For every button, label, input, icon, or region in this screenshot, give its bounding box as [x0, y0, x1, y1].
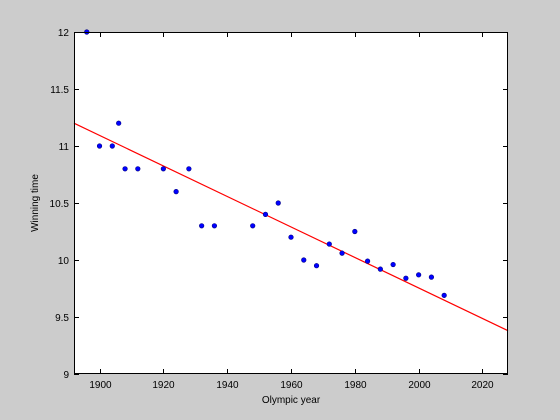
points-layer — [84, 29, 447, 298]
data-point — [275, 200, 281, 206]
data-point — [211, 223, 218, 229]
y-axis-title: Winning time — [30, 174, 41, 232]
y-tick-label: 10.5 — [50, 199, 70, 210]
x-tick-label: 1900 — [89, 380, 112, 391]
x-tick-label: 1940 — [216, 380, 239, 391]
x-tick-label: 2000 — [408, 380, 431, 391]
fit-line — [73, 122, 509, 332]
data-point — [364, 258, 371, 264]
y-tick-label: 11 — [59, 142, 70, 153]
data-point — [428, 274, 435, 280]
data-point — [313, 263, 320, 269]
y-axis: 9 9.5 10 10.5 11 11.5 12 — [50, 28, 508, 381]
data-point — [199, 223, 205, 229]
data-point — [301, 257, 307, 263]
data-point — [135, 166, 141, 172]
x-tick-label: 1960 — [280, 380, 303, 391]
y-tick-label: 9.5 — [55, 313, 69, 324]
x-tick-label: 1980 — [344, 380, 367, 391]
data-point — [186, 166, 192, 172]
data-point — [441, 292, 447, 298]
data-point — [116, 120, 122, 126]
data-point — [109, 143, 115, 149]
y-tick-label: 9 — [63, 370, 69, 381]
data-point — [416, 272, 422, 278]
x-axis-title: Olympic year — [262, 395, 321, 406]
data-point — [352, 228, 358, 235]
data-point — [173, 189, 179, 195]
data-point — [262, 211, 269, 217]
data-point — [377, 266, 383, 272]
data-point — [250, 223, 256, 229]
data-point — [339, 250, 345, 256]
y-tick-label: 11.5 — [50, 85, 69, 96]
data-point — [326, 241, 332, 247]
plot-area — [74, 32, 508, 374]
x-tick-label: 2020 — [471, 380, 494, 391]
x-axis: 1900 1920 1940 1960 1980 2000 2020 — [89, 32, 494, 391]
x-tick-label: 1920 — [152, 380, 175, 391]
data-point — [96, 143, 103, 149]
y-tick-label: 10 — [58, 256, 70, 267]
y-tick-label: 12 — [58, 28, 70, 39]
data-point — [288, 234, 294, 240]
data-point — [390, 261, 396, 268]
data-point — [160, 166, 166, 172]
data-point — [403, 275, 409, 281]
fit-line-layer — [73, 122, 509, 332]
data-point — [122, 166, 128, 172]
